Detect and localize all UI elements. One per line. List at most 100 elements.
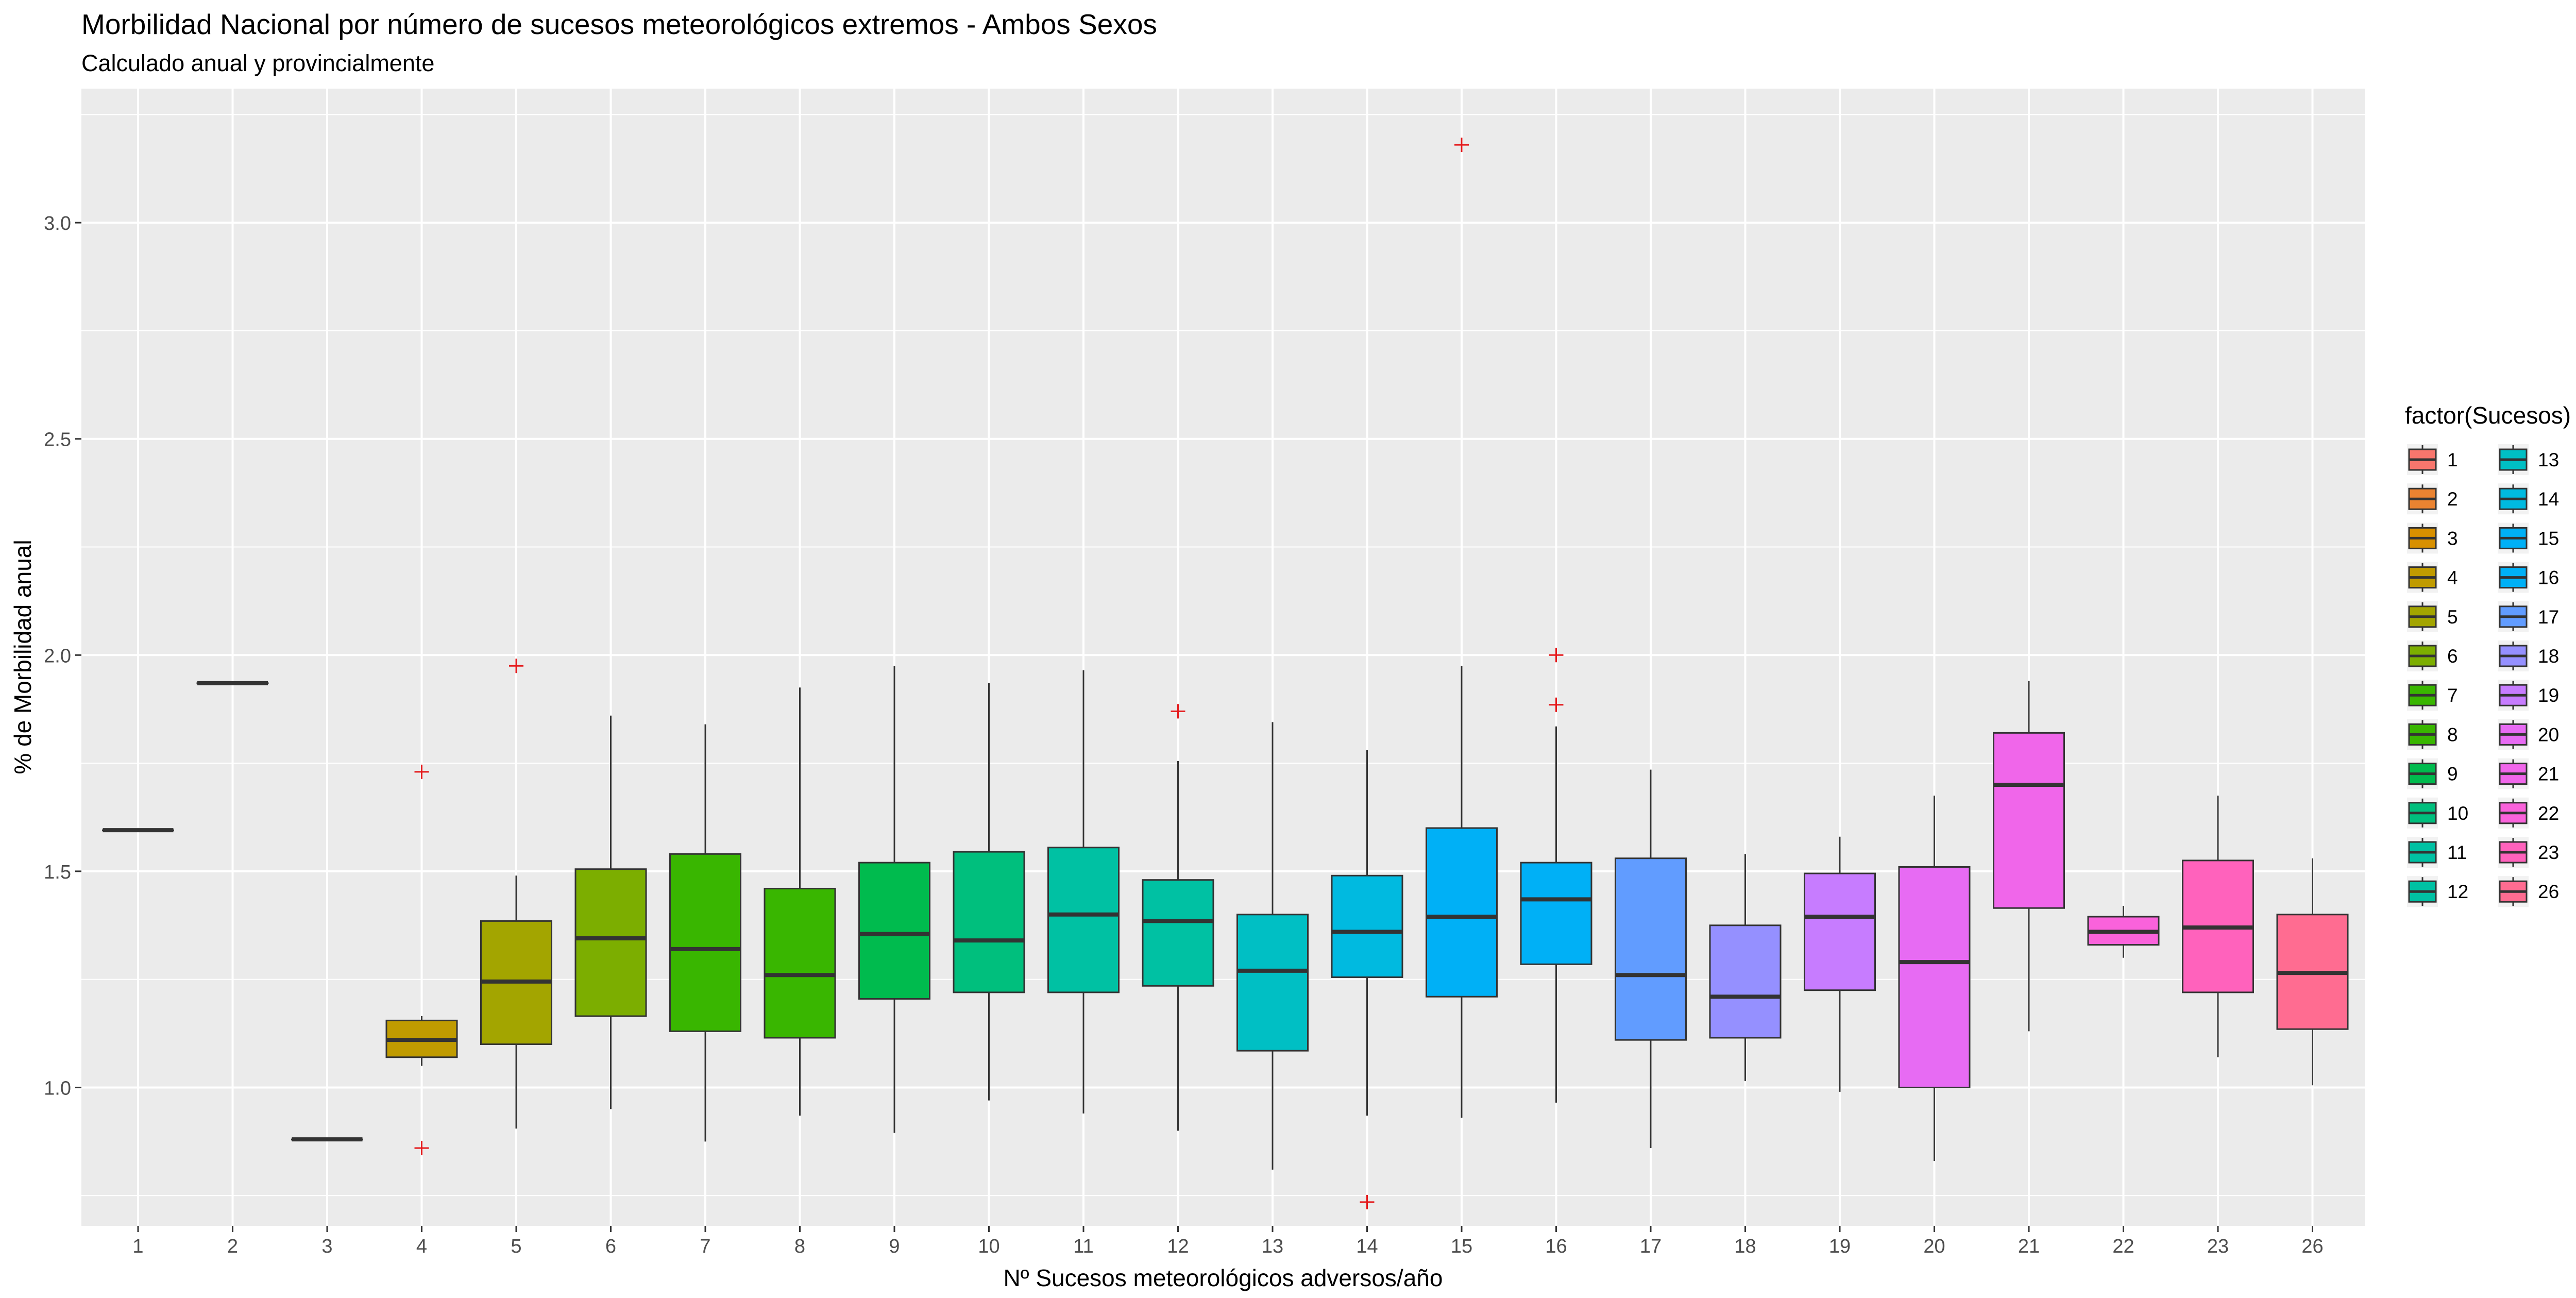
legend-label: 15 xyxy=(2538,528,2559,549)
box-5 xyxy=(480,659,552,1129)
x-tick-label: 10 xyxy=(978,1236,999,1257)
legend-entry-8: 8 xyxy=(2407,719,2458,750)
y-tick-label: 1.5 xyxy=(44,862,71,883)
legend-entry-21: 21 xyxy=(2498,758,2559,789)
box-6 xyxy=(574,715,647,1109)
outlier-point xyxy=(1549,648,1564,663)
outlier-point xyxy=(509,659,523,673)
box-22 xyxy=(2087,906,2160,958)
legend-entry-19: 19 xyxy=(2498,680,2559,711)
legend-entry-26: 26 xyxy=(2498,876,2559,907)
legend-label: 10 xyxy=(2447,803,2468,824)
box-26 xyxy=(2276,858,2349,1086)
legend-entry-12: 12 xyxy=(2407,876,2468,907)
outlier-point xyxy=(414,1140,429,1155)
box-9 xyxy=(858,666,930,1133)
legend-label: 8 xyxy=(2447,724,2458,745)
legend-entry-6: 6 xyxy=(2407,640,2458,671)
box-20 xyxy=(1898,796,1971,1161)
box-body xyxy=(574,868,647,1017)
legend-label: 20 xyxy=(2538,724,2559,745)
legend-label: 21 xyxy=(2538,764,2559,785)
box-body xyxy=(858,862,930,1000)
x-tick-label: 16 xyxy=(1545,1236,1567,1257)
legend-label: 5 xyxy=(2447,606,2458,628)
legend-entry-1: 1 xyxy=(2407,444,2458,475)
box-body xyxy=(953,851,1025,993)
box-7 xyxy=(669,724,741,1142)
box-body xyxy=(1142,879,1214,987)
legend-entry-22: 22 xyxy=(2498,797,2559,829)
box-body xyxy=(1236,914,1309,1052)
y-tick-label: 1.0 xyxy=(44,1077,71,1099)
x-tick-label: 1 xyxy=(132,1236,143,1257)
legend-label: 22 xyxy=(2538,803,2559,824)
box-body xyxy=(1615,857,1687,1041)
x-tick-label: 15 xyxy=(1451,1236,1472,1257)
x-tick-label: 8 xyxy=(794,1236,805,1257)
box-body xyxy=(1426,827,1498,998)
x-tick-label: 13 xyxy=(1262,1236,1283,1257)
x-tick-label: 7 xyxy=(700,1236,710,1257)
plot-panel xyxy=(81,89,2365,1226)
outlier-point xyxy=(1171,704,1185,719)
chart-subtitle: Calculado anual y provincialmente xyxy=(81,50,434,76)
legend-entry-14: 14 xyxy=(2498,483,2559,515)
box-body xyxy=(1898,866,1971,1088)
box-10 xyxy=(953,683,1025,1101)
legend-label: 4 xyxy=(2447,567,2458,588)
box-18 xyxy=(1709,854,1782,1081)
x-tick-label: 21 xyxy=(2018,1236,2040,1257)
legend-label: 16 xyxy=(2538,567,2559,588)
legend: factor(Sucesos) 123456789101112131415161… xyxy=(2405,402,2571,907)
box-body xyxy=(1993,732,2065,909)
x-axis-title: Nº Sucesos meteorológicos adversos/año xyxy=(1004,1265,1443,1291)
box-body xyxy=(669,853,741,1032)
outlier-point xyxy=(414,764,429,779)
y-tick-label: 2.0 xyxy=(44,645,71,667)
legend-label: 1 xyxy=(2447,449,2458,470)
legend-entry-13: 13 xyxy=(2498,444,2559,475)
x-tick-label: 20 xyxy=(1923,1236,1945,1257)
x-tick-label: 18 xyxy=(1734,1236,1756,1257)
legend-label: 11 xyxy=(2447,842,2467,863)
x-tick-label: 14 xyxy=(1356,1236,1378,1257)
legend-label: 18 xyxy=(2538,646,2559,667)
legend-entry-20: 20 xyxy=(2498,719,2559,750)
box-8 xyxy=(764,687,836,1116)
legend-entry-10: 10 xyxy=(2407,797,2468,829)
legend-label: 3 xyxy=(2447,528,2458,549)
legend-label: 2 xyxy=(2447,488,2458,510)
x-tick-label: 22 xyxy=(2112,1236,2134,1257)
box-body xyxy=(1709,924,1782,1039)
legend-entry-23: 23 xyxy=(2498,837,2559,868)
x-tick-label: 23 xyxy=(2207,1236,2229,1257)
boxes xyxy=(102,138,2349,1209)
box-body xyxy=(1520,862,1592,965)
box-17 xyxy=(1615,769,1687,1148)
outlier-point xyxy=(1360,1194,1375,1209)
box-3 xyxy=(291,1137,363,1142)
x-tick-label: 2 xyxy=(227,1236,238,1257)
legend-label: 19 xyxy=(2538,685,2559,706)
x-tick-label: 11 xyxy=(1073,1236,1093,1257)
x-tick-label: 17 xyxy=(1640,1236,1662,1257)
outlier-point xyxy=(1454,138,1469,153)
box-12 xyxy=(1142,704,1214,1131)
legend-label: 23 xyxy=(2538,842,2559,863)
legend-entry-9: 9 xyxy=(2407,758,2458,789)
y-axis-title: % de Morbilidad anual xyxy=(9,540,36,774)
legend-entry-18: 18 xyxy=(2498,640,2559,671)
x-tick-label: 12 xyxy=(1167,1236,1189,1257)
box-21 xyxy=(1993,681,2065,1032)
legend-entry-7: 7 xyxy=(2407,680,2458,711)
legend-entry-11: 11 xyxy=(2407,837,2467,868)
legend-entry-2: 2 xyxy=(2407,483,2458,515)
x-tick-label: 3 xyxy=(321,1236,332,1257)
y-axis: 1.0 1.5 2.0 2.5 3.0 xyxy=(44,213,81,1099)
x-tick-label: 9 xyxy=(889,1236,900,1257)
x-tick-label: 26 xyxy=(2301,1236,2323,1257)
legend-title: factor(Sucesos) xyxy=(2405,402,2571,429)
box-4 xyxy=(385,764,458,1155)
